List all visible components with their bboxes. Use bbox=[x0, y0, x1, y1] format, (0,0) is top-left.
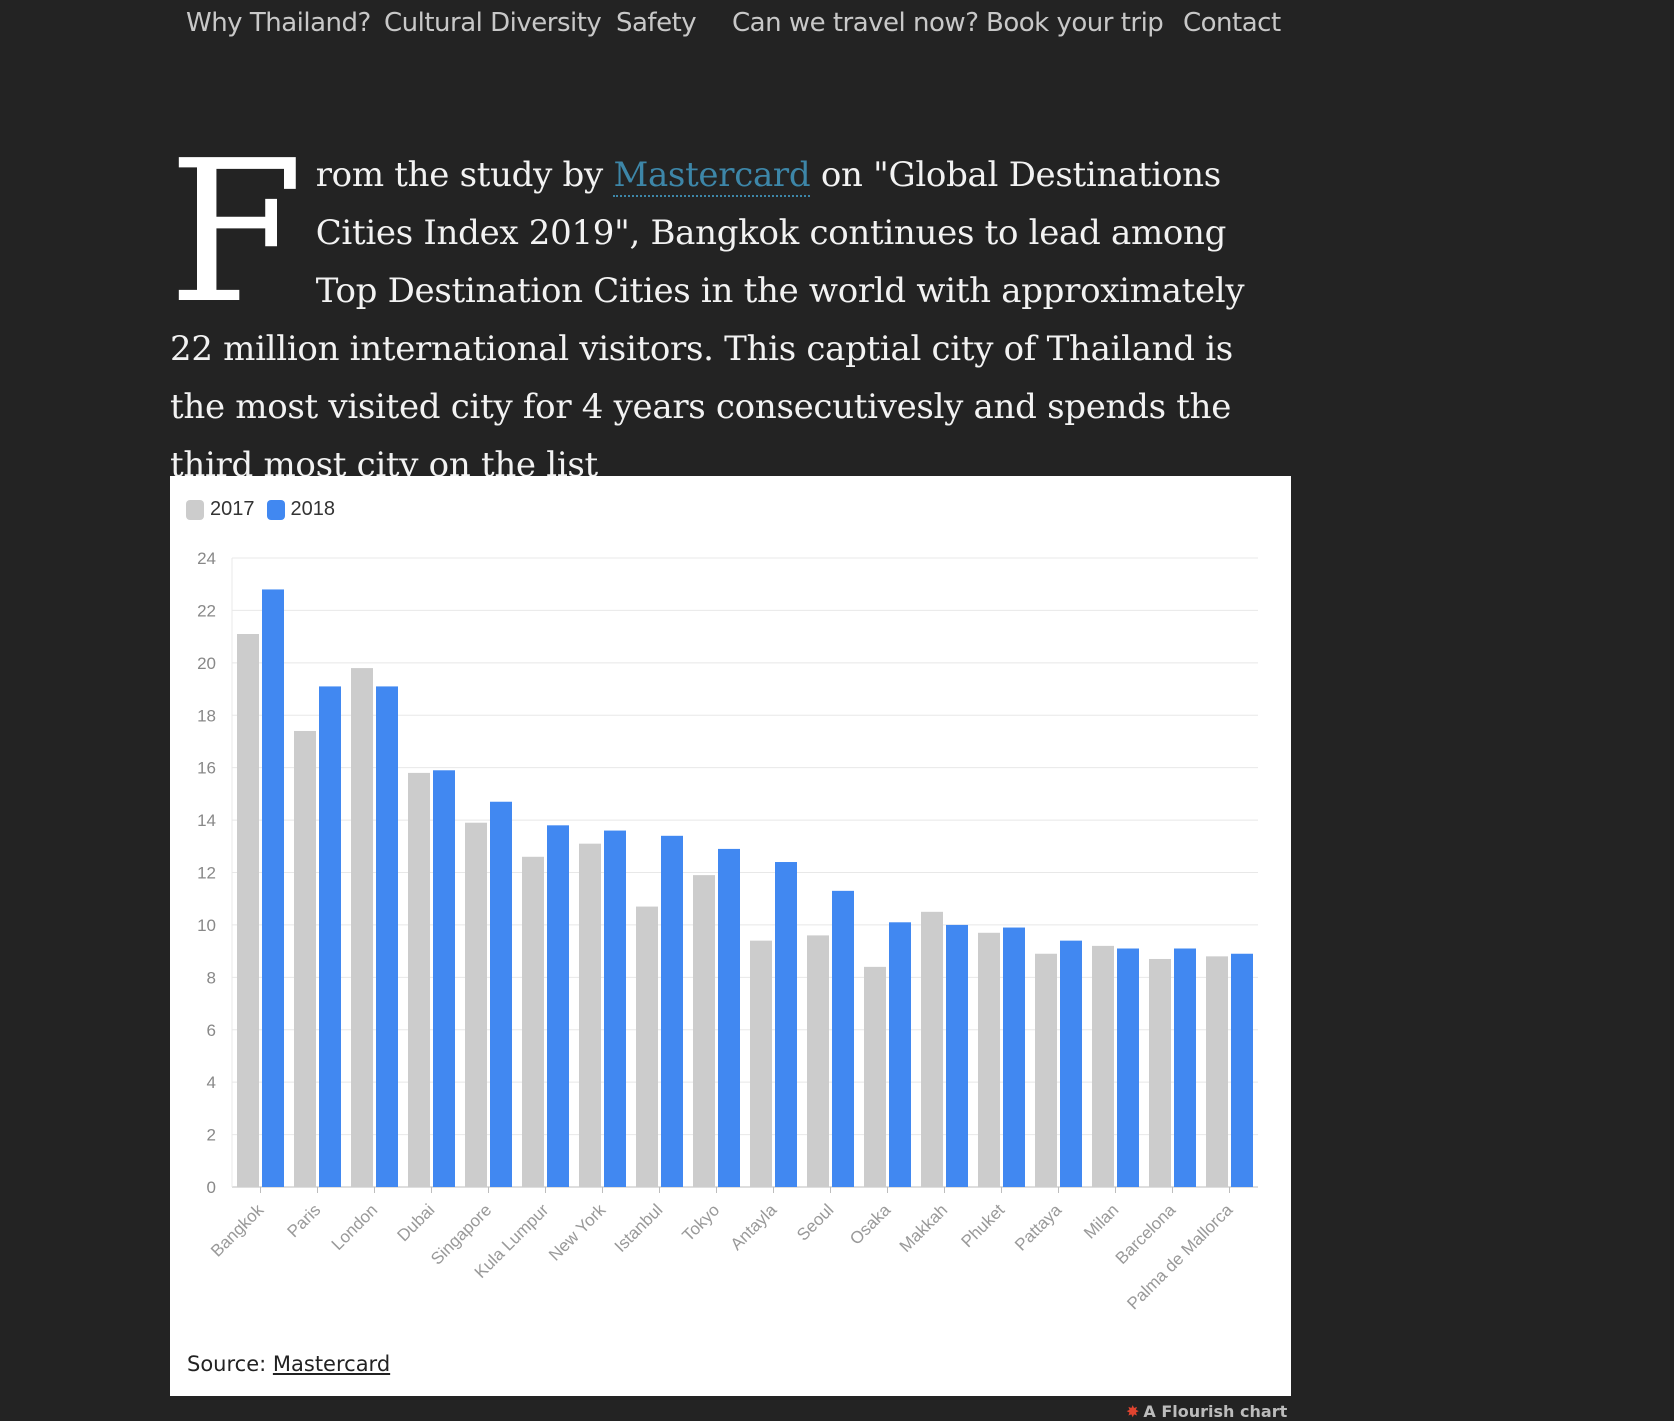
chart-source: Source: Mastercard bbox=[187, 1352, 390, 1376]
bar-2018-singapore[interactable] bbox=[490, 801, 512, 1187]
x-tick-label: Seoul bbox=[793, 1200, 837, 1244]
legend-label-2018: 2018 bbox=[290, 498, 336, 520]
bar-2017-phuket[interactable] bbox=[978, 932, 1000, 1187]
x-tick-label: London bbox=[328, 1200, 382, 1254]
nav-safety[interactable]: Safety bbox=[616, 8, 697, 38]
legend-item-2017[interactable]: 2017 bbox=[186, 498, 255, 521]
x-tick-label: Makkah bbox=[896, 1200, 952, 1256]
bar-2017-kula-lumpur[interactable] bbox=[522, 856, 544, 1187]
nav-book-your-trip[interactable]: Book your trip bbox=[986, 8, 1164, 38]
bar-2018-istanbul[interactable] bbox=[661, 835, 683, 1187]
y-tick-label: 0 bbox=[207, 1178, 216, 1197]
nav-why-thailand[interactable]: Why Thailand? bbox=[186, 8, 371, 38]
bar-2018-barcelona[interactable] bbox=[1174, 948, 1196, 1187]
x-tick-label: Antayla bbox=[727, 1200, 781, 1254]
bar-2018-milan[interactable] bbox=[1117, 948, 1139, 1187]
bar-2017-palma-de-mallorca[interactable] bbox=[1206, 956, 1228, 1187]
bar-2018-pattaya[interactable] bbox=[1060, 940, 1082, 1187]
bar-2018-london[interactable] bbox=[376, 686, 398, 1187]
y-tick-label: 20 bbox=[197, 654, 216, 673]
bar-2018-dubai[interactable] bbox=[433, 770, 455, 1187]
bar-2018-kula-lumpur[interactable] bbox=[547, 825, 569, 1187]
source-label: Source: bbox=[187, 1352, 273, 1376]
bar-2017-milan[interactable] bbox=[1092, 945, 1114, 1187]
legend-swatch-2018 bbox=[266, 499, 285, 520]
legend-label-2017: 2017 bbox=[210, 498, 255, 520]
x-tick-label: Tokyo bbox=[678, 1200, 723, 1245]
bar-2017-seoul[interactable] bbox=[807, 935, 829, 1187]
x-tick-label: Pattaya bbox=[1011, 1200, 1066, 1255]
bar-2018-paris[interactable] bbox=[319, 686, 341, 1187]
bar-2017-istanbul[interactable] bbox=[636, 906, 658, 1187]
x-tick-label: Palma de Mallorca bbox=[1123, 1200, 1236, 1313]
bar-2017-antayla[interactable] bbox=[750, 940, 772, 1187]
nav-cultural-diversity[interactable]: Cultural Diversity bbox=[384, 8, 602, 38]
y-tick-label: 10 bbox=[197, 916, 216, 935]
bar-2018-phuket[interactable] bbox=[1003, 927, 1025, 1187]
bar-2017-new-york[interactable] bbox=[579, 843, 601, 1187]
bar-2018-new-york[interactable] bbox=[604, 830, 626, 1187]
bar-2018-palma-de-mallorca[interactable] bbox=[1231, 953, 1253, 1187]
x-tick-label: Phuket bbox=[957, 1200, 1008, 1251]
bar-2017-osaka[interactable] bbox=[864, 966, 886, 1187]
bar-2017-makkah[interactable] bbox=[921, 911, 943, 1187]
mastercard-link[interactable]: Mastercard bbox=[613, 155, 811, 197]
bar-2018-makkah[interactable] bbox=[946, 924, 968, 1187]
article-text-after-link: on "Global Destinations Cities Index 201… bbox=[170, 155, 1245, 485]
x-tick-label: Dubai bbox=[393, 1200, 438, 1245]
bar-2018-seoul[interactable] bbox=[832, 890, 854, 1187]
bar-2017-pattaya[interactable] bbox=[1035, 953, 1057, 1187]
y-tick-label: 24 bbox=[197, 549, 216, 568]
legend-item-2018[interactable]: 2018 bbox=[266, 498, 336, 521]
x-tick-label: Bangkok bbox=[207, 1200, 268, 1261]
x-tick-label: Istanbul bbox=[611, 1200, 667, 1256]
bar-2017-barcelona[interactable] bbox=[1149, 958, 1171, 1187]
nav-contact[interactable]: Contact bbox=[1183, 8, 1281, 38]
y-tick-label: 12 bbox=[197, 864, 216, 883]
flourish-icon: ✸ bbox=[1126, 1402, 1140, 1421]
x-tick-label: Milan bbox=[1080, 1200, 1122, 1242]
bar-2018-tokyo[interactable] bbox=[718, 848, 740, 1187]
x-tick-label: Osaka bbox=[846, 1200, 895, 1249]
y-tick-label: 8 bbox=[207, 968, 216, 987]
bar-2018-osaka[interactable] bbox=[889, 922, 911, 1187]
bar-2017-bangkok[interactable] bbox=[237, 634, 259, 1187]
chart-legend: 2017 2018 bbox=[186, 498, 347, 521]
y-tick-label: 2 bbox=[207, 1126, 216, 1145]
y-tick-label: 16 bbox=[197, 759, 216, 778]
article-text-before-link: rom the study by bbox=[315, 155, 614, 195]
y-tick-label: 14 bbox=[197, 811, 216, 830]
y-tick-label: 6 bbox=[207, 1021, 216, 1040]
flourish-credit-label: A Flourish chart bbox=[1143, 1402, 1288, 1421]
flourish-credit[interactable]: ✸ A Flourish chart bbox=[1126, 1402, 1287, 1421]
chart-card: 2017 2018 0 2 4 6 8 10 12 14 16 18 20 22 24 Bangkok Pa… bbox=[170, 476, 1291, 1396]
source-link[interactable]: Mastercard bbox=[272, 1352, 391, 1376]
y-tick-label: 4 bbox=[207, 1073, 216, 1092]
bar-2018-antayla[interactable] bbox=[775, 862, 797, 1187]
x-tick-label: Paris bbox=[284, 1200, 325, 1241]
legend-swatch-2017 bbox=[186, 499, 204, 520]
bar-2017-paris[interactable] bbox=[294, 730, 316, 1187]
bar-2018-bangkok[interactable] bbox=[262, 589, 284, 1187]
nav-can-we-travel-now[interactable]: Can we travel now? bbox=[732, 8, 979, 38]
bar-2017-singapore[interactable] bbox=[465, 822, 487, 1187]
bar-2017-london[interactable] bbox=[351, 668, 373, 1187]
bar-2017-dubai[interactable] bbox=[408, 772, 430, 1187]
bar-2017-tokyo[interactable] bbox=[693, 875, 715, 1187]
top-nav: Why Thailand? Cultural Diversity Safety … bbox=[186, 8, 1674, 48]
y-tick-label: 22 bbox=[197, 601, 216, 620]
y-tick-label: 18 bbox=[197, 706, 216, 725]
dropcap-letter: F bbox=[168, 119, 304, 347]
x-tick-label: New York bbox=[545, 1200, 610, 1265]
